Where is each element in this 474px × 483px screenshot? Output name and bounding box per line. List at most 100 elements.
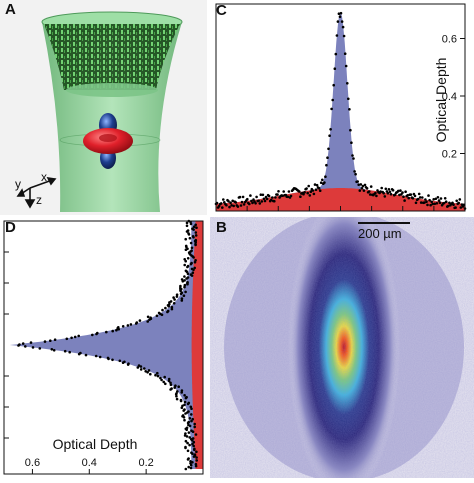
data-point [185, 428, 188, 431]
data-point [407, 196, 410, 200]
absorption-image: 200 µm [210, 217, 474, 478]
data-point [77, 334, 80, 338]
data-point [186, 441, 189, 445]
data-point [139, 368, 143, 371]
panel-label-c: C [216, 2, 227, 19]
data-point [183, 263, 186, 267]
panel-a: x y z A [0, 0, 207, 215]
data-point [338, 15, 342, 18]
data-point [195, 456, 198, 459]
series-fit-area [9, 221, 204, 469]
data-point [384, 187, 388, 191]
data-point [443, 197, 447, 200]
data-point [192, 444, 195, 448]
series-fit-area [216, 12, 465, 211]
data-point [175, 293, 179, 296]
data-point [323, 181, 326, 184]
data-point [330, 107, 333, 111]
data-point [173, 386, 176, 389]
data-point [350, 141, 353, 144]
data-point [126, 324, 130, 327]
data-point [164, 382, 167, 386]
data-point [306, 191, 309, 195]
data-point [431, 202, 434, 206]
data-point [194, 462, 198, 466]
panel-label-a: A [5, 1, 16, 18]
data-point [183, 285, 186, 289]
data-point [146, 315, 150, 319]
data-point [184, 248, 188, 251]
data-point [419, 201, 423, 204]
data-point [193, 448, 196, 452]
data-point [191, 439, 194, 442]
data-point [362, 189, 366, 192]
data-point [195, 459, 198, 462]
data-point [423, 201, 426, 204]
data-point [263, 199, 267, 203]
data-point [403, 199, 406, 202]
data-point [181, 280, 185, 283]
data-point [455, 199, 458, 203]
data-point [183, 394, 186, 397]
data-point [180, 406, 184, 409]
data-point [274, 196, 277, 199]
data-point [249, 194, 252, 197]
data-point [146, 371, 149, 374]
data-point [73, 335, 77, 339]
data-point [194, 234, 198, 237]
speckle-pattern [44, 24, 180, 90]
y-tick-label: 0.4 [442, 91, 457, 103]
data-point [191, 442, 194, 446]
data-point [413, 194, 417, 198]
data-point [50, 348, 54, 351]
data-point [111, 329, 114, 333]
data-point [335, 34, 339, 37]
data-point [195, 450, 198, 454]
data-point [307, 184, 310, 188]
data-point [222, 198, 225, 201]
data-point [251, 201, 254, 205]
data-point [191, 271, 195, 274]
data-point [308, 194, 312, 197]
data-point [172, 302, 176, 305]
data-point [43, 340, 47, 343]
data-point [299, 195, 302, 198]
data-point [190, 413, 193, 416]
data-point [347, 97, 350, 101]
data-point [238, 195, 242, 199]
data-point [368, 193, 372, 196]
data-point [191, 430, 195, 433]
data-point [159, 376, 162, 380]
data-point [185, 270, 189, 273]
data-point [169, 388, 172, 391]
data-point [260, 200, 264, 203]
data-point [351, 154, 354, 157]
data-point [38, 347, 42, 350]
data-point [447, 204, 450, 208]
data-point [312, 192, 316, 196]
data-point [374, 191, 377, 195]
data-point [107, 357, 110, 361]
data-point [434, 197, 438, 201]
data-point [139, 365, 143, 368]
data-point [190, 419, 193, 423]
panel-d: 0.6 0.4 0.2 Optical Depth D [0, 217, 207, 478]
data-point [94, 354, 98, 358]
data-point [386, 191, 390, 195]
data-point [182, 409, 185, 412]
data-point [321, 178, 324, 182]
data-point [70, 336, 73, 340]
data-point [179, 289, 182, 293]
data-point [190, 407, 193, 410]
data-point [188, 436, 191, 439]
data-point [179, 399, 183, 403]
x-tick-label: 0.4 [82, 457, 97, 469]
data-point [458, 198, 462, 201]
data-point [303, 191, 306, 194]
x-tick-label: 0.2 [138, 457, 153, 469]
data-point [192, 228, 195, 231]
data-point [332, 83, 335, 87]
data-point [271, 196, 274, 199]
data-point [186, 265, 189, 269]
data-point [189, 262, 193, 266]
